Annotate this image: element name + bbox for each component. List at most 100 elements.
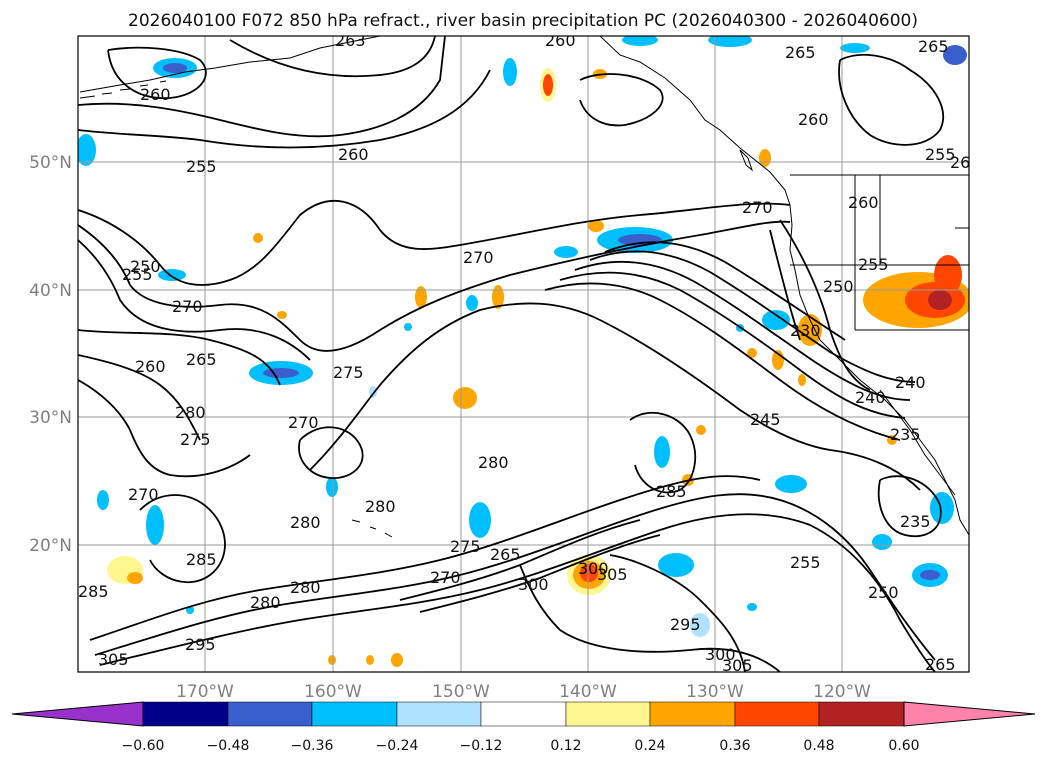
colorbar-segment [649,701,736,727]
contour-line [419,534,661,613]
lat-tick-label: 20°N [29,536,72,556]
contour-label: 240 [855,388,886,407]
contour-label: 265 [785,43,816,62]
precip-patch [930,492,954,524]
precip-patch [588,220,604,232]
contour-label: 275 [333,363,364,382]
contour-label: 285 [656,482,687,501]
colorbar-tick-label: −0.12 [460,738,503,754]
contour-line [309,302,921,491]
contour-label: 285 [78,582,109,601]
map-panel: 263 260 265 265 260 260 255 260 255 265 … [29,31,970,702]
precip-patch [78,134,96,166]
contour-line [99,513,936,672]
colorbar-tick-label: −0.24 [376,738,419,754]
lon-tick-label: 150°W [432,682,490,702]
contour-line [78,239,311,361]
contour-label: 250 [130,257,161,276]
contour-label: 270 [742,198,773,217]
contour-label: 295 [185,635,216,654]
contour-line [838,53,945,146]
contour-line [78,379,251,478]
precip-patch [943,45,967,65]
precip-patch [466,295,478,311]
contour-line [78,69,491,149]
colorbar: −0.60 −0.48 −0.36 −0.24 −0.12 0.12 0.24 … [11,701,1036,754]
contour-label: 250 [868,583,899,602]
contour-label: 300 [518,575,549,594]
contour-label: 270 [172,297,203,316]
contour-line [579,73,664,127]
contour-line [139,494,226,584]
precip-patch [622,36,658,46]
contour-label: 280 [175,403,206,422]
contour-label: 265 [918,37,949,56]
precip-patch [872,534,892,550]
contour-label: 270 [288,413,319,432]
colorbar-segment [142,701,229,727]
contour-line [107,46,207,99]
precip-patch [747,603,757,611]
precip-patch [920,570,940,580]
contour-label: 265 [490,545,521,564]
colorbar-tick-label: −0.36 [291,738,334,754]
precip-patch [503,58,517,86]
contour-label: 260 [140,85,171,104]
graticule [78,36,969,672]
precip-patch [253,233,263,243]
map-background [78,36,969,672]
alaska-peninsula-coast [79,36,381,93]
lon-tick-label: 160°W [304,682,362,702]
precip-patch [263,368,299,378]
contour-line [78,354,201,441]
contour-line [574,260,911,401]
contour-line [78,220,791,352]
colorbar-segment [311,701,398,727]
contour-line [589,250,916,383]
precip-patch [928,290,952,310]
haida-gwaii [739,149,754,172]
contour-label: 235 [890,425,921,444]
precip-patch [366,655,374,665]
contour-line [78,329,281,386]
precip-patch [934,255,962,295]
contour-label: 295 [670,615,701,634]
precip-patch [97,490,109,510]
contour-label: 275 [450,537,481,556]
contour-line [78,199,791,286]
contour-label: 300 [578,559,609,578]
precip-patch [580,564,598,582]
contour-label: 255 [122,265,153,284]
precip-patch [163,63,187,73]
contour-label: 255 [858,255,889,274]
contour-line [877,475,942,538]
precip-patch [775,475,807,493]
precip-patch [747,348,757,358]
colorbar-segment [818,701,905,727]
lat-tick-labels: 50°N 40°N 30°N 20°N [29,153,72,556]
contour-label: 255 [790,553,821,572]
contour-label: 280 [250,593,281,612]
contour-label: 260 [545,31,576,50]
contour-label: 250 [823,277,854,296]
colorbar-extend-high [903,701,1036,727]
lon-tick-label: 120°W [813,682,871,702]
precip-patch [696,425,706,435]
contour-label: 270 [128,485,159,504]
colorbar-tick-labels: −0.60 −0.48 −0.36 −0.24 −0.12 0.12 0.24 … [122,738,920,754]
precip-shading [78,36,969,667]
contour-line [609,554,746,672]
colorbar-tick-label: 0.60 [888,738,919,754]
colorbar-segment [396,701,482,727]
contour-label: 245 [750,410,781,429]
contour-line [604,241,846,341]
contour-line [544,282,901,441]
precip-patch [158,269,186,281]
refractivity-contours [78,36,945,672]
lon-tick-label: 170°W [176,682,234,702]
figure-title: 2026040100 F072 850 hPa refract., river … [128,11,918,31]
contour-line [78,36,446,138]
contour-label: 280 [290,513,321,532]
colorbar-segment [734,701,820,727]
